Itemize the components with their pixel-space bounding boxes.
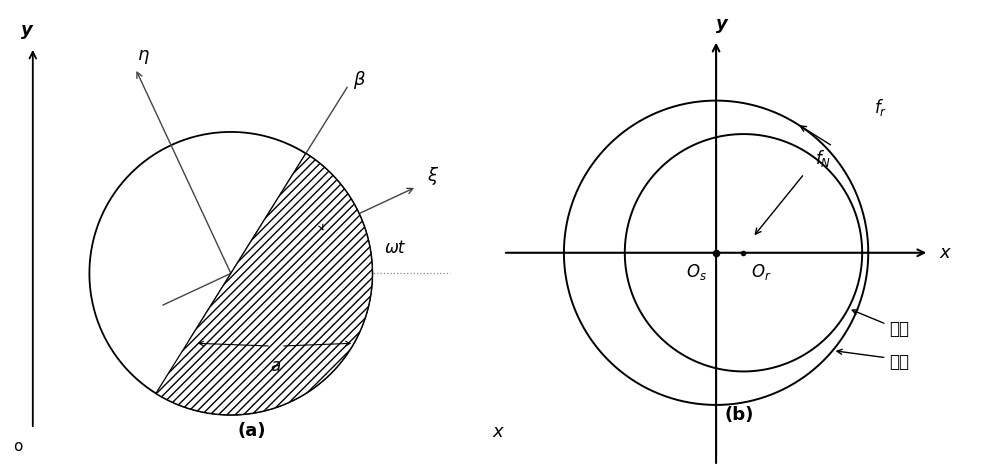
Text: 定子: 定子 [890,353,910,371]
Text: β: β [353,71,364,89]
Text: η: η [138,46,149,64]
Text: x: x [940,244,950,262]
Text: (b): (b) [724,406,754,424]
Text: ξ: ξ [427,167,437,185]
Text: a: a [270,357,280,375]
Text: y: y [716,15,728,33]
Text: ωt: ωt [385,239,405,257]
Text: $f_N$: $f_N$ [815,149,831,169]
Text: o: o [14,439,23,454]
Text: $f_r$: $f_r$ [874,97,887,118]
Text: x: x [493,423,503,441]
Text: y: y [21,21,33,38]
Text: (a): (a) [238,422,266,440]
Polygon shape [156,153,372,415]
Text: $O_r$: $O_r$ [751,262,772,282]
Text: 转子: 转子 [890,320,910,338]
Text: $O_s$: $O_s$ [686,262,707,282]
